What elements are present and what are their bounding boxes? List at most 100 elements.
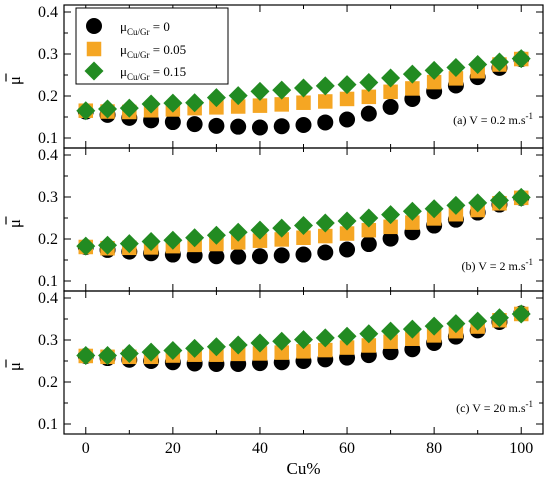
y-tick-label: 0.4 xyxy=(38,4,58,21)
data-point-s3 xyxy=(337,75,357,95)
data-point-s2 xyxy=(296,344,311,359)
data-point-s3 xyxy=(76,101,96,121)
legend-entry-s2: μCu/Gr = 0.05 xyxy=(120,42,186,60)
panel-label-superscript: -1 xyxy=(526,111,534,121)
data-point-s3 xyxy=(141,94,161,114)
data-point-s1 xyxy=(251,119,268,136)
legend-marker-s1 xyxy=(86,18,102,34)
y-tick-label: 0.4 xyxy=(38,290,58,307)
data-point-s2 xyxy=(383,84,398,100)
data-point-s3 xyxy=(359,324,379,344)
data-point-s3 xyxy=(315,76,335,96)
legend-subscript: Cu/Gr xyxy=(127,50,150,60)
x-axis-label: Cu% xyxy=(287,459,321,478)
x-tick-label: 80 xyxy=(426,440,442,457)
legend-subscript: Cu/Gr xyxy=(127,27,150,37)
data-point-s1 xyxy=(273,118,290,135)
data-point-s3 xyxy=(511,49,531,69)
data-point-s3 xyxy=(141,232,161,252)
y-axis-label: μ xyxy=(5,219,24,228)
data-point-s3 xyxy=(98,346,118,366)
data-point-s2 xyxy=(405,331,420,346)
data-point-s3 xyxy=(337,211,357,231)
panel-label-superscript: -1 xyxy=(526,399,534,409)
x-tick-label: 20 xyxy=(165,440,181,457)
data-point-s3 xyxy=(315,328,335,348)
data-point-s3 xyxy=(294,330,313,350)
data-point-s3 xyxy=(206,88,226,108)
panel-2: 0.1 0.2 0.3 0.4 μ (b) V = 2 m.s-1 xyxy=(5,147,544,292)
y-tick-label: 0.1 xyxy=(38,273,58,290)
data-point-s3 xyxy=(185,228,205,248)
data-point-s2 xyxy=(274,345,289,360)
data-point-s2 xyxy=(230,235,246,250)
data-point-s2 xyxy=(252,346,268,361)
data-point-s3 xyxy=(76,346,96,366)
data-point-s2 xyxy=(339,91,355,107)
data-point-s3 xyxy=(206,225,226,245)
data-point-s3 xyxy=(402,201,422,221)
data-point-s2 xyxy=(448,71,464,86)
data-point-s2 xyxy=(274,97,289,112)
data-point-s2 xyxy=(383,219,398,235)
y-tick-label: 0.4 xyxy=(38,147,58,164)
data-point-s3 xyxy=(446,314,466,334)
data-point-s3 xyxy=(185,93,205,113)
legend-marker-s3 xyxy=(84,61,104,81)
data-point-s1 xyxy=(360,105,377,122)
data-point-s2 xyxy=(361,338,377,353)
data-point-s1 xyxy=(382,230,399,247)
panel-1: 0.1 0.2 0.3 0.4 μ (a) V = 0.2 m.s-1 xyxy=(5,4,544,149)
data-point-s2 xyxy=(274,232,289,247)
panel-label-superscript: -1 xyxy=(526,257,534,267)
data-point-s1 xyxy=(295,116,312,133)
data-point-s3 xyxy=(272,331,292,351)
panel-label: (b) V = 2 m.s-1 xyxy=(462,257,534,273)
x-tick-label: 40 xyxy=(252,440,268,457)
data-point-s1 xyxy=(295,246,312,263)
data-point-s3 xyxy=(163,341,183,360)
data-point-s2 xyxy=(426,74,442,90)
x-tick-label: 60 xyxy=(339,440,355,457)
data-point-s3 xyxy=(424,199,444,219)
data-point-s3 xyxy=(119,98,139,118)
data-point-s3 xyxy=(98,99,118,119)
data-point-s3 xyxy=(185,338,205,358)
data-point-s1 xyxy=(230,248,247,265)
data-point-s2 xyxy=(296,230,311,245)
data-point-s1 xyxy=(339,111,356,128)
data-point-s1 xyxy=(230,118,247,135)
data-point-s1 xyxy=(317,114,334,131)
data-point-s3 xyxy=(511,187,531,207)
panel-label-text: (a) V = 0.2 m.s xyxy=(453,113,526,127)
data-point-s3 xyxy=(163,93,183,113)
data-point-s3 xyxy=(228,86,248,106)
data-point-s3 xyxy=(250,333,270,353)
legend-marker-s2 xyxy=(86,41,102,57)
data-point-s3 xyxy=(141,342,161,362)
data-point-s3 xyxy=(424,316,444,336)
data-point-s3 xyxy=(381,68,401,88)
legend-value: = 0 xyxy=(149,19,169,34)
legend-symbol: μ xyxy=(120,42,127,57)
x-tick-label: 100 xyxy=(509,440,533,457)
panel-label: (c) V = 20 m.s-1 xyxy=(456,399,533,415)
data-point-s2 xyxy=(361,89,377,105)
data-point-s3 xyxy=(402,319,422,339)
data-point-s1 xyxy=(186,116,203,133)
data-point-s3 xyxy=(119,343,139,363)
data-point-s3 xyxy=(381,321,401,341)
data-point-s2 xyxy=(339,226,355,241)
data-point-s3 xyxy=(163,230,183,250)
panel-label: (a) V = 0.2 m.s-1 xyxy=(453,111,533,127)
data-point-s1 xyxy=(273,247,290,264)
data-point-s2 xyxy=(361,222,377,238)
data-point-s3 xyxy=(272,80,292,100)
data-point-s3 xyxy=(468,193,488,213)
data-point-s3 xyxy=(446,195,466,215)
data-point-s2 xyxy=(209,100,224,115)
data-point-s3 xyxy=(98,235,118,255)
data-point-s3 xyxy=(250,81,270,101)
data-point-s3 xyxy=(206,337,226,357)
